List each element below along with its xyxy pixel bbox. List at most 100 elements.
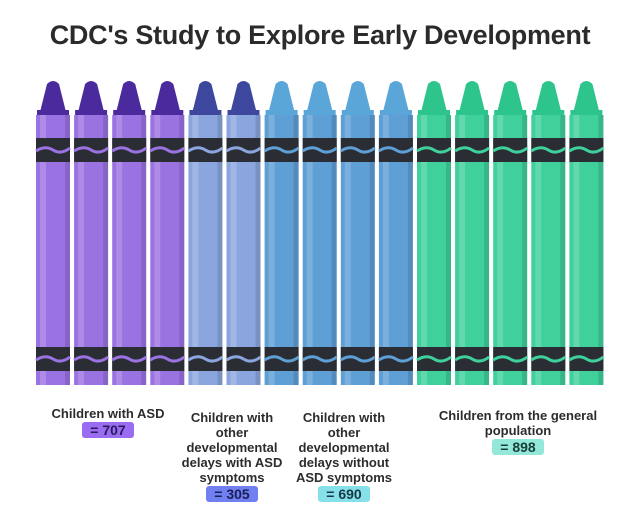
crayon-band-wave (263, 355, 300, 363)
crayon (492, 81, 529, 385)
crayon-collar (113, 110, 146, 116)
crayon-shadow (331, 115, 337, 385)
crayon-highlight (535, 115, 542, 385)
crayon-collar (456, 110, 489, 116)
crayon (339, 81, 376, 385)
crayon-band-wave (73, 146, 110, 154)
crayon-shadow (255, 115, 261, 385)
crayon-band-wave (111, 355, 148, 363)
crayon-collar (341, 110, 374, 116)
crayon-highlight (344, 115, 351, 385)
crayon-band-wave (416, 146, 452, 154)
crayon-highlight (154, 115, 161, 385)
category-text: Children with other developmental delays… (181, 410, 283, 485)
crayon (416, 81, 452, 385)
crayon-collar (227, 110, 260, 116)
crayon-band-wave (149, 146, 186, 154)
crayon-highlight (421, 115, 427, 385)
crayon-pictograph (35, 81, 605, 385)
crayon-tip (78, 81, 105, 112)
crayon-collar (189, 110, 222, 116)
crayon (73, 81, 110, 385)
crayon-band-wave (454, 146, 491, 154)
value-label: = 690 (318, 486, 370, 502)
crayon-band-wave (301, 355, 338, 363)
crayon-tip (154, 81, 181, 112)
crayon-band-wave (149, 355, 186, 363)
crayon-group-1 (35, 81, 186, 385)
crayon (225, 81, 262, 385)
crayon-band-wave (568, 355, 605, 363)
crayon-shadow (103, 115, 109, 385)
crayon-group-3 (263, 81, 414, 385)
crayon-band-wave (263, 146, 300, 154)
crayon-band-wave (492, 146, 529, 154)
chart-title: CDC's Study to Explore Early Development (49, 20, 591, 50)
crayon-band-wave (454, 355, 491, 363)
crayon (149, 81, 186, 385)
crayon-collar (494, 110, 527, 116)
crayon-highlight (306, 115, 313, 385)
category-label-general: Children from the general population = 8… (420, 408, 616, 455)
category-label-dd-with-asd: Children with other developmental delays… (178, 410, 286, 502)
crayon-highlight (116, 115, 123, 385)
category-text: Children with other developmental delays… (295, 410, 393, 485)
crayon-shadow (293, 115, 299, 385)
value-label: = 707 (82, 422, 134, 438)
crayon-tip (535, 81, 562, 112)
crayon-tip (230, 81, 257, 112)
crayon-tip (497, 81, 524, 112)
crayon-collar (303, 110, 336, 116)
crayon (35, 81, 71, 385)
crayon-band-wave (530, 355, 567, 363)
crayon-shadow (65, 115, 70, 385)
crayon (530, 81, 567, 385)
crayon-shadow (407, 115, 413, 385)
crayon-band-wave (301, 146, 338, 154)
crayon-tip (268, 81, 295, 112)
category-text: Children with ASD (51, 406, 165, 421)
value-label: = 305 (206, 486, 258, 502)
crayon-tip (382, 81, 409, 112)
crayon-band-wave (378, 146, 414, 154)
crayon-tip (344, 81, 371, 112)
crayon-band-wave (111, 146, 148, 154)
crayon-highlight (268, 115, 275, 385)
crayon-highlight (573, 115, 580, 385)
crayon-highlight (382, 115, 389, 385)
crayon-tip (40, 81, 66, 112)
category-label-dd-without-asd: Children with other developmental delays… (288, 410, 400, 502)
crayon-highlight (78, 115, 85, 385)
crayon-band-wave (35, 355, 71, 363)
crayon-collar (151, 110, 184, 116)
crayon-shadow (560, 115, 566, 385)
crayon (301, 81, 338, 385)
crayon-band-wave (73, 355, 110, 363)
crayon-shadow (598, 115, 604, 385)
crayon-band-wave (416, 355, 452, 363)
crayon-band-wave (225, 355, 262, 363)
crayon-tip (306, 81, 333, 112)
crayon-highlight (459, 115, 466, 385)
crayon-band-wave (187, 355, 224, 363)
crayon-shadow (369, 115, 375, 385)
crayon-highlight (497, 115, 504, 385)
crayon-collar (379, 110, 412, 116)
crayon-tip (421, 81, 447, 112)
crayon-collar (265, 110, 298, 116)
category-label-asd: Children with ASD = 707 (40, 406, 176, 438)
crayon-collar (532, 110, 565, 116)
crayon (263, 81, 300, 385)
crayon-band-wave (530, 146, 567, 154)
crayon-band-wave (35, 146, 71, 154)
crayon-tip (459, 81, 486, 112)
crayon-band-wave (492, 355, 529, 363)
crayon-band-wave (339, 146, 376, 154)
crayon-collar (37, 110, 69, 116)
crayon-band-wave (378, 355, 414, 363)
crayon-shadow (217, 115, 223, 385)
value-label: = 898 (492, 439, 544, 455)
crayon-shadow (484, 115, 490, 385)
crayon-band-wave (568, 146, 605, 154)
crayon-shadow (179, 115, 185, 385)
